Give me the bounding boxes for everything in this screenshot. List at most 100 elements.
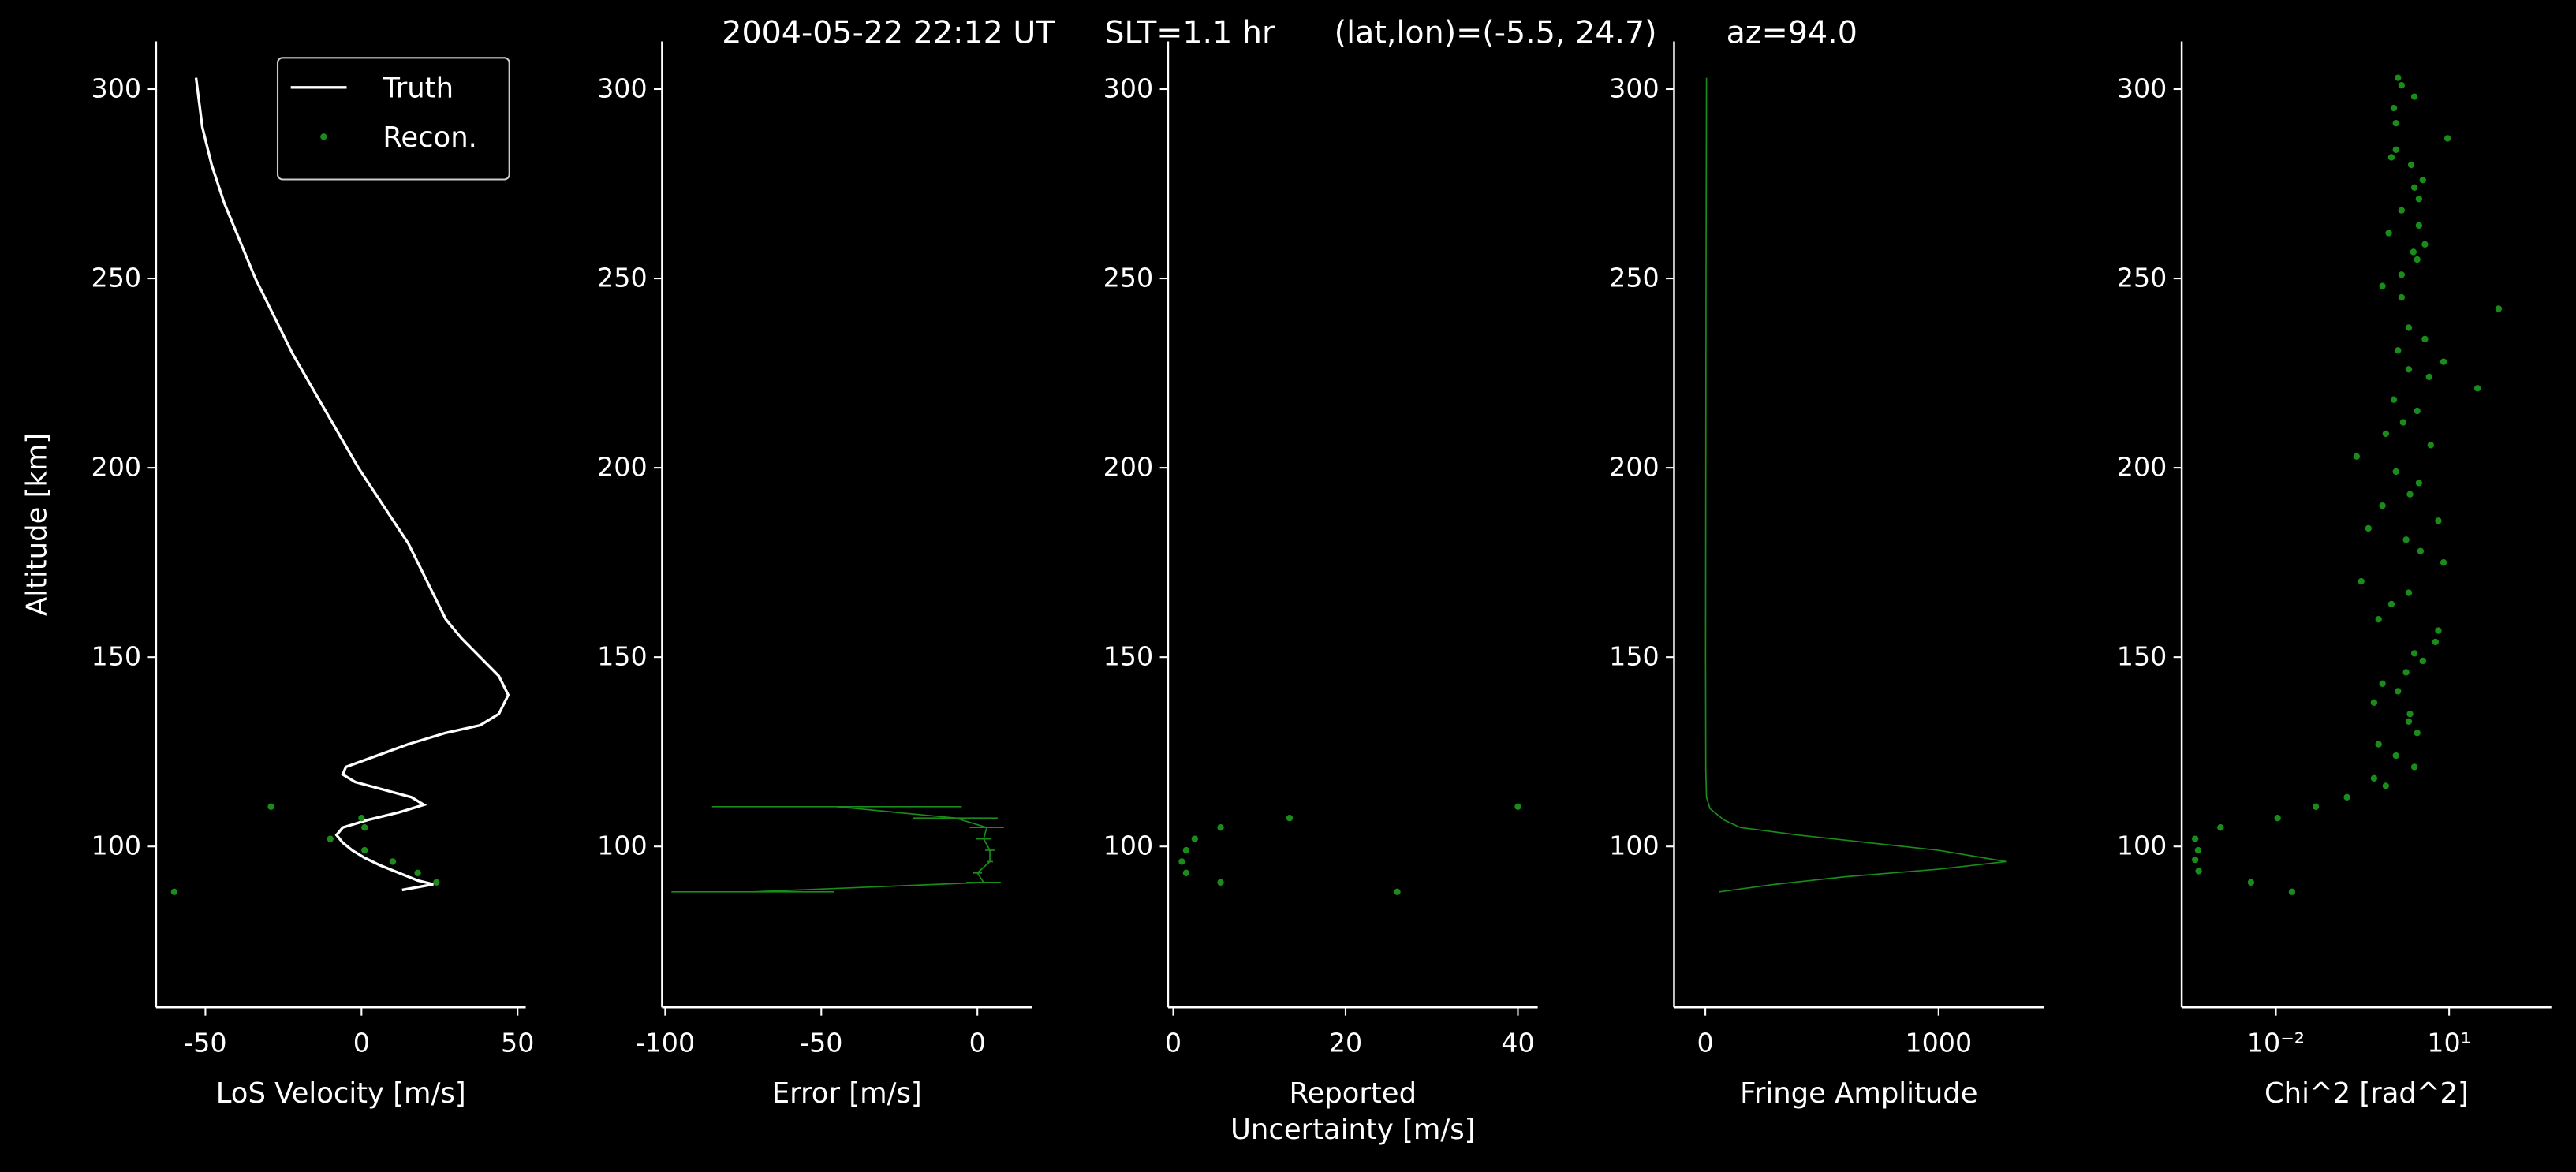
point xyxy=(2392,120,2399,127)
x-axis-label-line: Uncertainty [m/s] xyxy=(1230,1114,1475,1146)
y-tick-label: 150 xyxy=(1103,641,1154,672)
x-tick-label: 0 xyxy=(1697,1028,1714,1058)
x-tick-label: -50 xyxy=(184,1028,226,1058)
point xyxy=(2435,517,2442,524)
y-tick-label: 200 xyxy=(91,452,142,483)
point xyxy=(414,869,421,876)
point xyxy=(2414,256,2421,263)
point xyxy=(2410,248,2417,256)
point xyxy=(2195,868,2202,875)
y-tick-label: 100 xyxy=(1103,830,1154,861)
y-tick-label: 250 xyxy=(1103,262,1154,293)
y-tick-label: 200 xyxy=(1103,452,1154,483)
y-tick-label: 100 xyxy=(2117,830,2167,861)
line xyxy=(752,805,991,893)
x-axis-label: Reported Uncertainty [m/s] xyxy=(1230,1077,1475,1146)
y-tick-label: 200 xyxy=(2117,452,2167,483)
point xyxy=(389,858,397,865)
x-axis-label: Fringe Amplitude xyxy=(1740,1077,1977,1110)
point xyxy=(2392,468,2399,476)
point xyxy=(2432,638,2439,646)
y-tick-label: 150 xyxy=(1609,641,1659,672)
y-tick-label: 150 xyxy=(91,641,142,672)
point xyxy=(361,824,368,831)
point xyxy=(2385,230,2392,237)
point xyxy=(2379,680,2386,687)
x-tick-label: 10¹ xyxy=(2427,1028,2471,1058)
point xyxy=(2274,815,2281,822)
line xyxy=(1704,77,2007,893)
point xyxy=(2421,241,2429,248)
y-tick-label: 150 xyxy=(2117,641,2167,672)
point xyxy=(2398,207,2405,214)
point xyxy=(2191,856,2199,864)
y-tick-label: 250 xyxy=(91,262,142,293)
y-tick-label: 250 xyxy=(2117,262,2167,293)
point xyxy=(2395,347,2402,354)
x-tick-label: 0 xyxy=(1165,1028,1182,1058)
point xyxy=(2405,366,2413,373)
x-tick-label: 10⁻² xyxy=(2247,1028,2305,1058)
point xyxy=(2191,835,2199,842)
legend-swatch xyxy=(320,133,327,140)
point xyxy=(2405,324,2413,331)
y-tick-label: 100 xyxy=(91,830,142,861)
y-tick-label: 200 xyxy=(1609,452,1659,483)
point xyxy=(2370,774,2378,782)
point xyxy=(2406,711,2414,718)
point xyxy=(2379,502,2386,509)
point xyxy=(2358,577,2365,585)
x-axis-label: LoS Velocity [m/s] xyxy=(216,1077,466,1110)
y-tick-label: 150 xyxy=(597,641,648,672)
point xyxy=(2399,419,2407,426)
point xyxy=(2395,688,2402,695)
x-tick-label: 50 xyxy=(501,1028,534,1058)
x-tick-label: 1000 xyxy=(1905,1028,1972,1058)
point xyxy=(2414,730,2421,737)
point xyxy=(267,803,274,810)
point xyxy=(2382,782,2390,789)
point xyxy=(2402,669,2410,676)
point xyxy=(433,879,440,886)
point xyxy=(2410,763,2418,771)
point xyxy=(2410,93,2418,100)
y-tick-label: 100 xyxy=(597,830,648,861)
legend-label: Recon. xyxy=(383,121,477,154)
point xyxy=(2473,385,2481,392)
point xyxy=(2440,558,2447,566)
point xyxy=(2425,373,2432,381)
point xyxy=(2410,650,2418,657)
point xyxy=(2217,824,2224,831)
point xyxy=(1182,869,1190,876)
x-tick-label: -50 xyxy=(800,1028,842,1058)
x-tick-label: 0 xyxy=(353,1028,370,1058)
y-tick-label: 300 xyxy=(597,73,648,103)
point xyxy=(2398,293,2405,301)
point xyxy=(2419,657,2426,665)
y-tick-label: 300 xyxy=(1609,73,1659,103)
point xyxy=(2405,589,2413,596)
point xyxy=(1217,879,1224,886)
point xyxy=(2387,600,2395,608)
point xyxy=(2435,627,2442,634)
figure-title: 2004-05-22 22:12 UT SLT=1.1 hr (lat,lon)… xyxy=(722,15,1857,51)
y-tick-label: 200 xyxy=(597,452,648,483)
point xyxy=(2444,135,2451,142)
point xyxy=(2398,82,2405,89)
point xyxy=(2410,184,2418,192)
point xyxy=(2375,615,2382,623)
point xyxy=(2395,74,2402,81)
point xyxy=(1178,858,1185,865)
point xyxy=(327,835,334,842)
point xyxy=(2365,524,2372,532)
point xyxy=(2495,305,2503,312)
y-axis-label: Altitude [km] xyxy=(21,433,53,616)
point xyxy=(2405,718,2413,725)
x-axis-label: Error [m/s] xyxy=(772,1077,922,1110)
point xyxy=(1191,835,1198,842)
x-tick-label: 40 xyxy=(1501,1028,1534,1058)
point xyxy=(2407,161,2415,169)
point xyxy=(1514,803,1521,810)
point xyxy=(2419,177,2426,184)
